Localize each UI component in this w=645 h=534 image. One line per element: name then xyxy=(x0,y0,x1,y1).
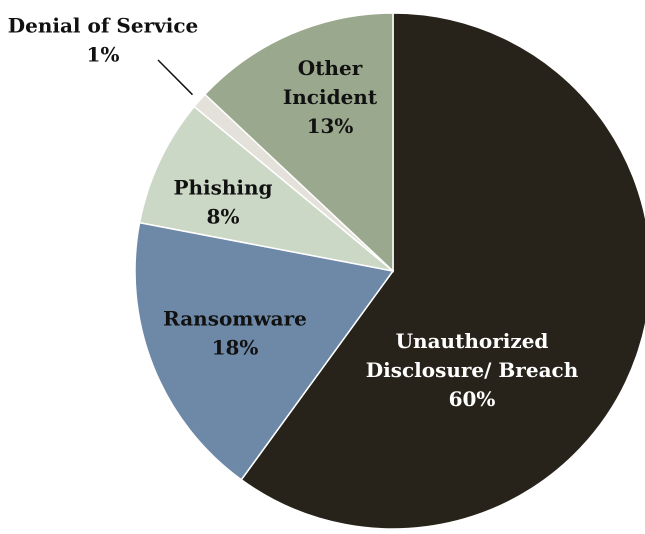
slice-value-label: 18% xyxy=(212,336,259,360)
slice-name-label: Denial of Service xyxy=(8,14,198,38)
slice-label: Denial of Service 1% xyxy=(8,14,198,67)
slice-name-label: Disclosure/ Breach xyxy=(366,358,579,382)
slice-name-label: Ransomware xyxy=(163,307,307,331)
slice-name-label: Unauthorized xyxy=(396,329,549,353)
pie-slice xyxy=(203,12,394,273)
slice-label: Other Incident 13% xyxy=(283,56,378,138)
slice-value-label: 13% xyxy=(307,114,354,138)
slice-label: Ransomware 18% xyxy=(163,307,307,360)
slice-value-label: 8% xyxy=(207,205,240,229)
slice-label: Unauthorized Disclosure/ Breach 60% xyxy=(366,329,579,411)
pie-slice xyxy=(138,105,394,272)
denial-of-service-leader-line xyxy=(157,59,194,96)
pie-slice xyxy=(134,221,395,481)
slice-value-label: 1% xyxy=(87,43,120,67)
slice-name-label: Incident xyxy=(283,85,378,109)
pie-labels: Unauthorized Disclosure/ Breach 60% Ransomw… xyxy=(8,14,579,412)
slice-name-label: Phishing xyxy=(173,176,272,200)
pie-slices xyxy=(134,12,645,530)
pie-slice xyxy=(240,12,645,530)
slice-value-label: 60% xyxy=(449,387,496,411)
slice-name-label: Other xyxy=(298,56,363,80)
slice-label: Phishing 8% xyxy=(173,176,272,229)
